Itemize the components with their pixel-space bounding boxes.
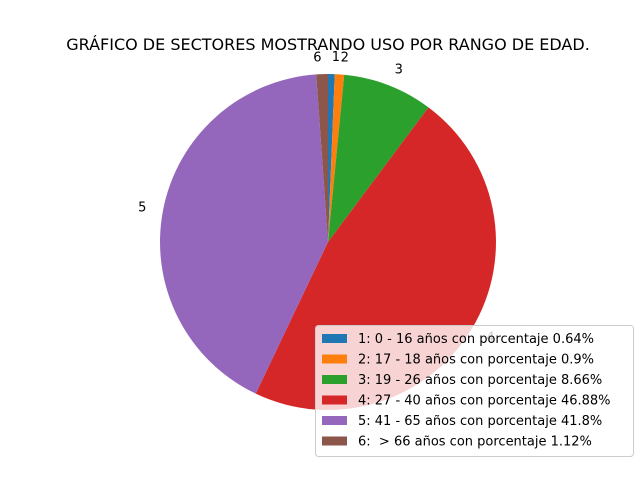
legend-frame: [315, 325, 634, 457]
pie-label-5: 5: [138, 201, 146, 216]
pie-label-1: 1: [332, 50, 340, 65]
legend-swatch-6: [322, 436, 347, 446]
legend-items: 1: 0 - 16 años con porcentaje 0.64% 2: 17…: [322, 332, 611, 450]
pie-slice-3: [328, 74, 429, 242]
legend-swatch-2: [322, 354, 347, 364]
pie-label-2: 2: [341, 51, 349, 66]
pie-label-6: 6: [313, 50, 321, 65]
legend-swatch-4: [322, 395, 347, 405]
legend-entry-3: 3: 19 - 26 años con porcentaje 8.66%: [358, 373, 602, 388]
legend-swatch-1: [322, 334, 347, 343]
legend: 1: 0 - 16 años con porcentaje 0.64% 2: 17…: [315, 325, 634, 457]
pie-slice-5: [160, 74, 328, 394]
legend-entry-4: 4: 27 - 40 años con porcentaje 46.88%: [358, 394, 611, 409]
legend-entry-1: 1: 0 - 16 años con porcentaje 0.64%: [358, 332, 594, 347]
chart-title: GRÁFICO DE SECTORES MOSTRANDO USO POR RA…: [66, 35, 590, 54]
legend-entry-6: 6: > 66 años con porcentaje 1.12%: [358, 435, 592, 450]
legend-swatch-3: [322, 375, 347, 384]
pie-slice-1: [328, 74, 335, 242]
pie-slice-6: [316, 74, 328, 242]
legend-entry-5: 5: 41 - 65 años con porcentaje 41.8%: [358, 414, 602, 429]
pie-slice-2: [328, 74, 345, 242]
pie-label-3: 3: [395, 63, 403, 78]
legend-swatch-5: [322, 416, 347, 425]
legend-entry-2: 2: 17 - 18 años con porcentaje 0.9%: [358, 353, 594, 368]
